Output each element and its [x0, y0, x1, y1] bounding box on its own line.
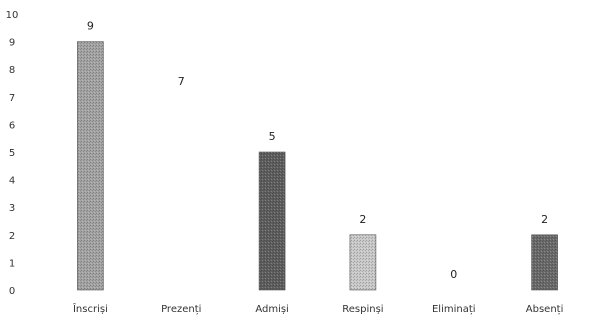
y-axis-ticks: 0 1 2 3 4 5 6 7 8 9 10 [6, 10, 19, 297]
y-tick-label: 3 [9, 203, 15, 214]
bars [77, 41, 558, 291]
bar-texture [77, 41, 104, 290]
x-axis-labels: Înscriși Prezenți Admiși Respinși Eliminați A… [72, 302, 563, 315]
y-tick-label: 6 [9, 120, 15, 131]
x-tick-label: Prezenți [161, 304, 201, 315]
data-label: 9 [87, 20, 94, 33]
bar-texture [259, 152, 286, 290]
y-tick-label: 4 [9, 176, 15, 187]
data-label: 2 [541, 213, 548, 226]
x-tick-label: Respinși [342, 304, 383, 315]
y-tick-label: 10 [6, 10, 19, 21]
data-labels: 9 7 5 2 0 2 [87, 20, 548, 281]
y-tick-label: 1 [9, 258, 15, 269]
data-label: 5 [269, 130, 276, 143]
data-label: 2 [359, 213, 366, 226]
bar-texture [349, 234, 376, 290]
x-tick-label: Eliminați [432, 304, 476, 315]
bar-texture [531, 234, 558, 290]
y-tick-label: 2 [9, 231, 15, 242]
x-tick-label: Admiși [255, 304, 289, 315]
y-tick-label: 7 [9, 93, 15, 104]
x-tick-label: Înscriși [72, 302, 108, 315]
data-label: 7 [178, 75, 185, 88]
y-tick-label: 0 [9, 286, 15, 297]
y-tick-label: 8 [9, 65, 15, 76]
bar [168, 96, 195, 290]
y-tick-label: 9 [9, 38, 15, 49]
y-tick-label: 5 [9, 148, 15, 159]
data-label: 0 [450, 268, 457, 281]
x-tick-label: Absenți [526, 304, 564, 315]
